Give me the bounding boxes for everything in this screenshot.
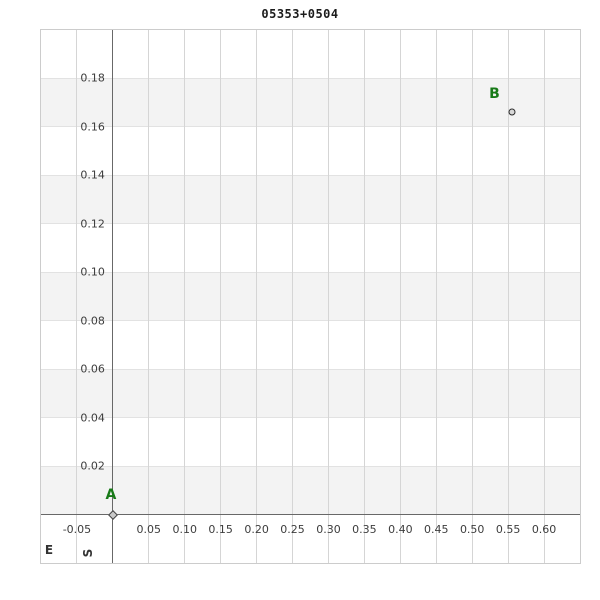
- x-tick-label: 0.45: [424, 522, 449, 536]
- grid-line-vertical: [256, 30, 258, 563]
- grid-line-horizontal: [41, 126, 580, 128]
- row-shading-band: [41, 466, 580, 515]
- grid-line-horizontal: [41, 465, 580, 467]
- x-tick-label: 0.50: [459, 522, 485, 536]
- grid-line-vertical: [292, 30, 294, 563]
- y-tick-label: 0.06: [80, 362, 105, 376]
- grid-line-vertical: [399, 30, 401, 563]
- y-tick-label: 0.08: [80, 314, 105, 328]
- grid-line-vertical: [543, 30, 545, 563]
- grid-line-vertical: [435, 30, 437, 563]
- point-label-B: B: [489, 86, 500, 103]
- y-tick-label: 0.14: [80, 168, 105, 182]
- point-marker-B: [508, 108, 516, 116]
- x-tick-label: 0.20: [244, 522, 269, 536]
- x-tick-label: 0.40: [388, 522, 413, 536]
- grid-line-horizontal: [41, 174, 580, 176]
- y-tick-label: 0.10: [80, 265, 105, 279]
- x-tick-label: 0.30: [316, 522, 341, 536]
- grid-line-horizontal: [41, 417, 580, 419]
- grid-line-horizontal: [41, 223, 580, 225]
- row-shading-band: [41, 78, 580, 127]
- row-shading-band: [41, 272, 580, 321]
- chart-title: 05353+0504: [261, 7, 339, 21]
- y-tick-label: 0.12: [80, 217, 105, 231]
- x-axis-zero-line: [41, 514, 580, 516]
- x-tick-label: 0.15: [208, 522, 233, 536]
- grid-line-vertical: [363, 30, 365, 563]
- grid-line-horizontal: [41, 271, 580, 273]
- x-tick-label: 0.60: [531, 522, 557, 536]
- y-tick-label: 0.16: [80, 120, 105, 134]
- grid-line-vertical: [507, 30, 509, 563]
- point-label-A: A: [105, 486, 117, 503]
- row-shading-band: [41, 175, 580, 224]
- grid-line-vertical: [220, 30, 222, 563]
- grid-line-horizontal: [41, 368, 580, 370]
- row-shading-band: [41, 369, 580, 418]
- y-axis-zero-line: [112, 30, 114, 563]
- x-tick-label: 0.25: [280, 522, 305, 536]
- grid-line-vertical: [76, 30, 78, 563]
- y-tick-label: 0.18: [80, 71, 105, 85]
- y-tick-label: 0.02: [80, 459, 105, 473]
- grid-line-horizontal: [41, 320, 580, 322]
- x-tick-label: 0.55: [495, 522, 521, 536]
- grid-line-vertical: [184, 30, 186, 563]
- grid-line-vertical: [327, 30, 329, 563]
- grid-line-horizontal: [41, 77, 580, 79]
- y-tick-label: 0.04: [80, 411, 105, 425]
- direction-label-s: S: [81, 548, 95, 558]
- x-tick-label: 0.35: [352, 522, 377, 536]
- x-tick-label: 0.10: [172, 522, 197, 536]
- x-tick-label: 0.05: [136, 522, 162, 536]
- grid-line-vertical: [471, 30, 473, 563]
- x-tick-label: -0.05: [62, 522, 92, 536]
- plot-area: -0.05 0.05 0.10 0.15 0.20 0.25 0.30 0.35 0.40 0.4…: [40, 29, 581, 564]
- direction-label-e: E: [44, 543, 54, 557]
- grid-line-vertical: [148, 30, 150, 563]
